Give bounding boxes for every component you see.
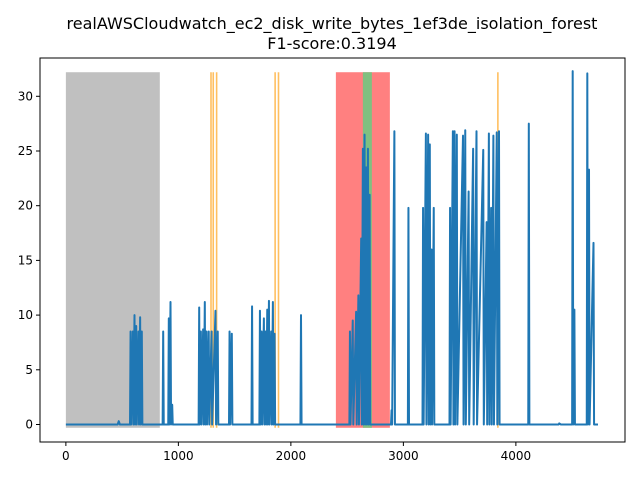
plot-area (65, 70, 598, 428)
gray-shaded-region (65, 72, 160, 428)
y-tick-label: 5 (25, 363, 33, 377)
x-tick-label: 3000 (388, 449, 419, 463)
chart-title-line-2: F1-score:0.3194 (267, 34, 397, 53)
x-tick-label: 2000 (276, 449, 307, 463)
series-line (65, 70, 598, 426)
chart-title-line-1: realAWSCloudwatch_ec2_disk_write_bytes_1… (67, 14, 598, 34)
y-tick-label: 20 (18, 199, 33, 213)
x-tick-label: 0 (62, 449, 70, 463)
x-axis: 0 1000 2000 3000 4000 (62, 442, 531, 463)
axes-frame (39, 57, 626, 443)
x-tick-label: 1000 (163, 449, 194, 463)
y-tick-label: 30 (18, 89, 33, 103)
y-tick-label: 10 (18, 308, 33, 322)
y-axis: 0 5 10 15 20 25 30 (18, 89, 40, 431)
y-tick-label: 25 (18, 144, 33, 158)
x-tick-label: 4000 (501, 449, 532, 463)
y-tick-label: 0 (25, 417, 33, 431)
y-tick-label: 15 (18, 253, 33, 267)
